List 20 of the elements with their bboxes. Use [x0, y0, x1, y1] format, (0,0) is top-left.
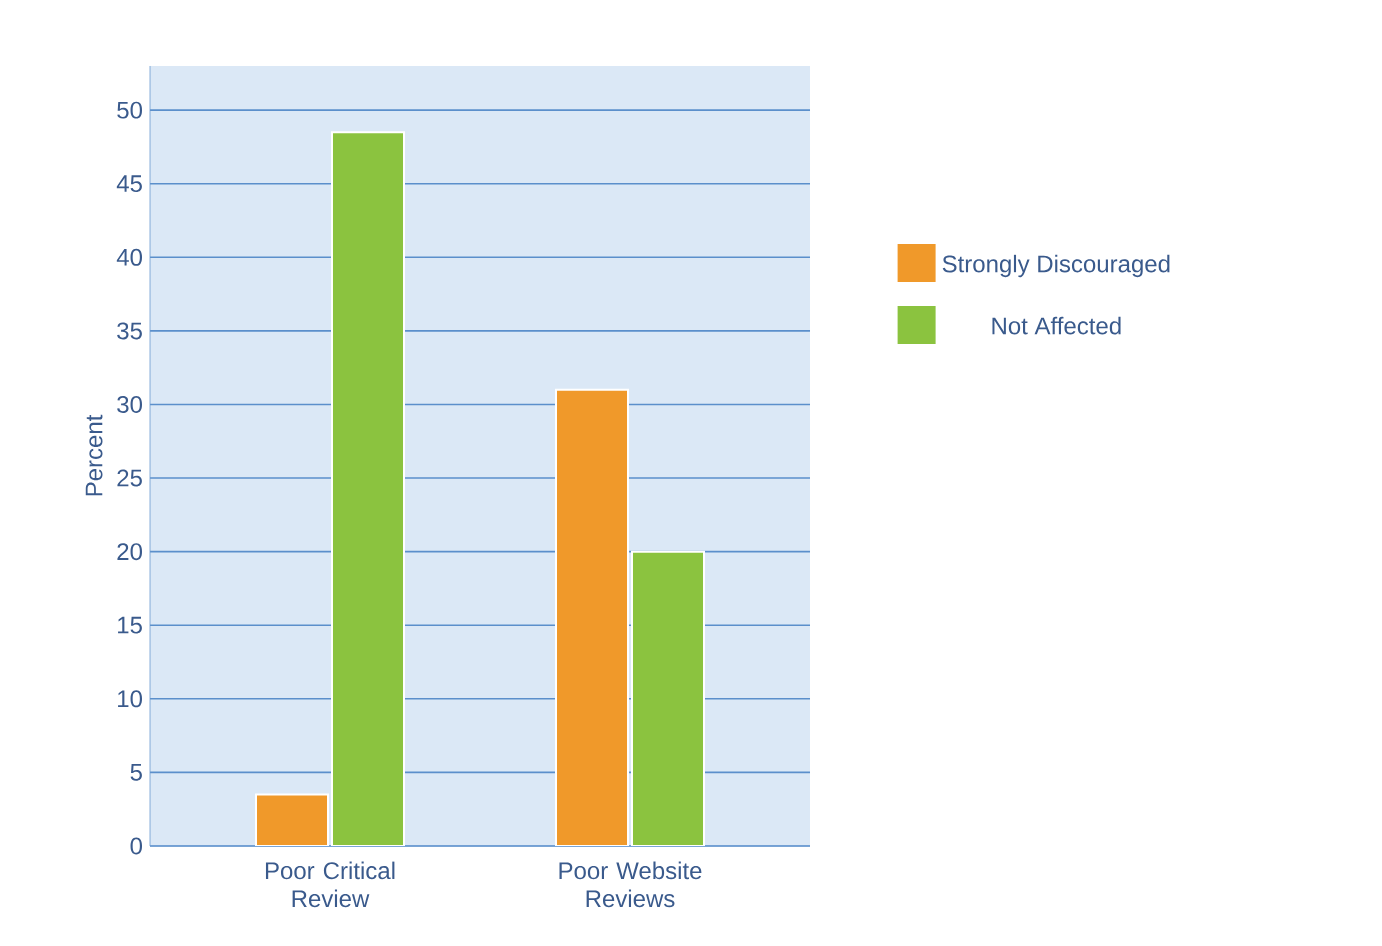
- x-tick-label: Poor Website Reviews: [559, 861, 702, 908]
- y-tick-label: 40: [116, 248, 143, 266]
- bar: [555, 388, 630, 846]
- bar: [631, 550, 705, 846]
- y-tick-label: 25: [117, 469, 142, 487]
- x-tick-label: Poor Critical Review: [265, 861, 395, 908]
- y-tick-label: 50: [117, 101, 143, 119]
- y-tick-label: 0: [130, 837, 143, 855]
- legend-label: Not Affected: [992, 316, 1121, 335]
- y-tick-label: 30: [117, 395, 143, 413]
- legend-label: Strongly Discouraged: [942, 254, 1170, 278]
- bar: [331, 131, 405, 846]
- y-tick-label: 20: [117, 543, 143, 561]
- y-axis-title: Percent: [85, 414, 103, 496]
- bar: [255, 793, 329, 846]
- y-tick-label: 35: [117, 322, 142, 340]
- y-tick-label: 10: [118, 690, 143, 708]
- y-tick-label: 15: [118, 616, 142, 634]
- y-tick-label: 5: [130, 764, 142, 781]
- y-tick-label: 45: [116, 175, 142, 193]
